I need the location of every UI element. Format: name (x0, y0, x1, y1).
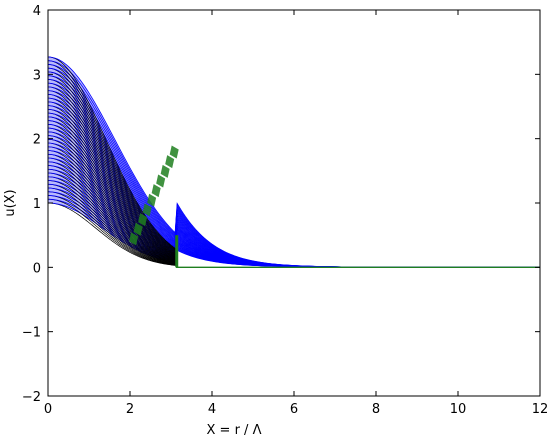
plot-area (47, 56, 541, 269)
step-artifact (138, 213, 148, 227)
stepped-profile-series (47, 82, 177, 255)
stepped-profile-series (47, 191, 177, 266)
x-tick-label: 12 (532, 402, 549, 417)
stepped-profile-series (47, 71, 177, 253)
stepped-profile-series (47, 146, 177, 263)
y-tick-label: −1 (22, 326, 41, 341)
stepped-profile-series (47, 198, 177, 266)
stepped-profile-series (47, 56, 177, 250)
step-artifact (142, 203, 152, 217)
stepped-profile-series (47, 195, 177, 266)
step-artifact (156, 174, 166, 188)
stepped-profile-series (47, 165, 177, 264)
step-artifact (160, 164, 170, 178)
stepped-profile-series (47, 153, 177, 263)
stepped-profile-series (47, 138, 177, 262)
stepped-profile-series (47, 124, 177, 260)
step-artifact (147, 193, 157, 207)
stepped-profile-series (47, 161, 177, 264)
stepped-profile-series (47, 86, 177, 255)
stepped-profile-series (47, 79, 177, 254)
stepped-profile-series (47, 75, 177, 254)
step-artifact (151, 184, 161, 198)
stepped-profile-series (47, 109, 177, 259)
stepped-profile-series (47, 131, 177, 261)
step-artifact (169, 145, 179, 159)
x-tick-label: 2 (126, 402, 134, 417)
stepped-profile-series (47, 120, 177, 260)
stepped-profile-series (47, 105, 177, 258)
stepped-profile-series (47, 112, 177, 259)
stepped-profile-series (47, 90, 177, 256)
step-artifact (165, 155, 175, 169)
y-tick-label: 3 (33, 68, 41, 83)
y-tick-label: 4 (33, 4, 41, 19)
x-tick-label: 8 (372, 402, 380, 417)
stepped-profile-series (47, 135, 177, 262)
stepped-profile-series (47, 60, 177, 251)
y-tick-label: 0 (33, 261, 41, 276)
stepped-profile-series (47, 183, 177, 265)
x-tick-label: 6 (290, 402, 298, 417)
stepped-profile-series (47, 116, 177, 260)
stepped-profile-series (47, 94, 177, 257)
step-artifact (133, 222, 143, 236)
stepped-profile-series (47, 97, 177, 257)
stepped-profile-series (47, 142, 177, 262)
stepped-profile-series (47, 64, 177, 252)
y-axis-label: u(X) (3, 189, 18, 216)
stepped-profile-series (47, 187, 177, 266)
step-artifact (129, 232, 139, 246)
x-tick-label: 4 (208, 402, 216, 417)
y-tick-label: −2 (22, 390, 41, 405)
x-axis-label: X = r / Λ (207, 423, 262, 438)
stepped-profile-series (47, 67, 177, 252)
stepped-profile-series (47, 101, 177, 258)
stepped-profile-series (47, 202, 177, 266)
stepped-profile-series (47, 176, 177, 265)
y-tick-label: 2 (33, 133, 41, 148)
stepped-profile-series (47, 180, 177, 265)
stepped-profile-series (47, 168, 177, 264)
x-tick-label: 0 (44, 402, 52, 417)
stepped-profile-series (47, 157, 177, 264)
x-tick-label: 10 (450, 402, 467, 417)
stepped-profile-series (47, 127, 177, 261)
y-tick-label: 1 (33, 197, 41, 212)
stepped-profile-series (47, 150, 177, 263)
stepped-profile-series (47, 172, 177, 265)
